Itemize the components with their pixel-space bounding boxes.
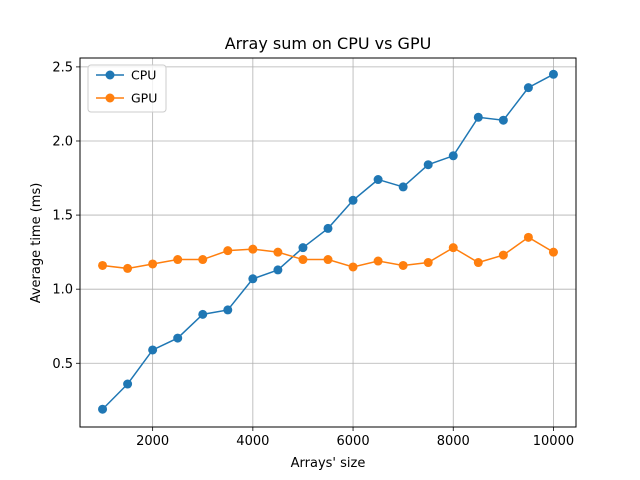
data-point-cpu [548, 69, 558, 79]
data-point-cpu [373, 175, 383, 185]
y-axis-label: Average time (ms) [29, 183, 44, 304]
data-point-gpu [473, 258, 483, 268]
plot-area-frame [79, 57, 577, 428]
series-gpu [98, 232, 558, 273]
legend-label-gpu: GPU [131, 91, 157, 106]
data-point-cpu [323, 223, 333, 233]
data-point-cpu [348, 195, 358, 205]
y-tick-label: 0.5 [52, 357, 73, 372]
data-point-cpu [448, 151, 458, 161]
data-point-gpu [198, 255, 208, 265]
data-point-gpu [298, 255, 308, 265]
x-tick-label: 10000 [533, 434, 574, 449]
data-point-cpu [523, 83, 533, 93]
y-tick-label: 2.0 [52, 134, 73, 149]
legend-label-cpu: CPU [131, 68, 156, 83]
legend: CPU GPU [87, 64, 167, 113]
series-cpu [98, 69, 558, 414]
data-point-gpu [173, 255, 183, 265]
data-point-cpu [398, 182, 408, 192]
data-point-gpu [148, 259, 158, 269]
y-tick-label: 1.5 [52, 209, 73, 224]
grid [80, 58, 576, 427]
data-point-cpu [298, 243, 308, 253]
data-point-gpu [273, 247, 283, 257]
y-tick-label: 2.5 [52, 60, 73, 75]
legend-marker-gpu [105, 93, 115, 103]
data-point-cpu [248, 274, 258, 284]
data-point-gpu [398, 260, 408, 270]
data-point-gpu [123, 263, 133, 273]
data-point-cpu [148, 345, 158, 355]
data-point-gpu [548, 247, 558, 257]
data-point-gpu [323, 255, 333, 265]
series-layer [98, 69, 558, 414]
x-tick-label: 8000 [437, 434, 470, 449]
data-point-gpu [498, 250, 508, 260]
data-point-gpu [448, 243, 458, 253]
data-point-cpu [223, 305, 233, 315]
data-point-cpu [498, 115, 508, 125]
data-point-cpu [198, 309, 208, 319]
x-tick-label: 2000 [136, 434, 169, 449]
data-point-gpu [223, 246, 233, 256]
ticks: 2000 4000 6000 8000 10000 0.5 1.0 1.5 2.0 2.5 [52, 60, 574, 449]
data-point-cpu [173, 333, 183, 343]
data-point-gpu [348, 262, 358, 272]
chart-title: Array sum on CPU vs GPU [225, 34, 432, 53]
data-point-gpu [523, 232, 533, 242]
data-point-gpu [98, 260, 108, 270]
data-point-cpu [423, 160, 433, 170]
data-point-cpu [473, 112, 483, 122]
x-axis-label: Arrays' size [291, 456, 366, 471]
data-point-gpu [248, 244, 258, 254]
data-point-cpu [98, 404, 108, 414]
x-tick-label: 4000 [236, 434, 269, 449]
data-point-cpu [123, 379, 133, 389]
legend-marker-cpu [105, 70, 115, 80]
y-tick-label: 1.0 [52, 283, 73, 298]
data-point-cpu [273, 265, 283, 275]
x-tick-label: 6000 [337, 434, 370, 449]
data-point-gpu [373, 256, 383, 266]
data-point-gpu [423, 258, 433, 268]
